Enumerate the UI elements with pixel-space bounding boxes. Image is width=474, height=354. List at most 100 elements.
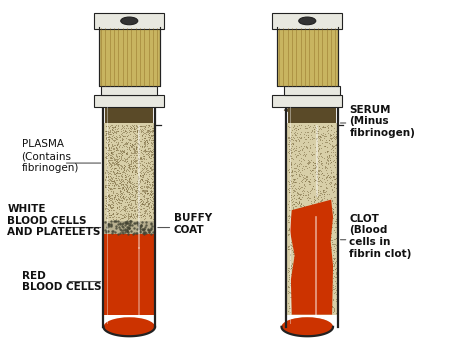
Point — [303, 160, 310, 166]
Point — [310, 165, 318, 171]
Point — [105, 145, 113, 151]
Point — [329, 282, 337, 287]
Point — [133, 157, 141, 162]
Point — [103, 206, 111, 212]
Point — [143, 230, 150, 236]
Point — [122, 188, 130, 194]
Point — [298, 273, 305, 279]
Point — [143, 210, 151, 215]
Point — [311, 273, 319, 279]
Point — [327, 141, 334, 147]
Point — [107, 149, 115, 155]
Point — [324, 295, 331, 301]
Point — [313, 304, 321, 310]
Point — [140, 210, 148, 216]
Point — [293, 244, 301, 249]
Point — [322, 181, 329, 187]
Point — [314, 170, 322, 176]
Point — [295, 199, 303, 205]
Point — [145, 132, 153, 138]
Point — [126, 175, 133, 181]
Point — [134, 141, 142, 147]
Point — [119, 169, 127, 175]
Point — [288, 281, 295, 286]
Point — [107, 163, 115, 169]
Point — [134, 206, 142, 212]
Point — [122, 168, 130, 173]
Point — [135, 184, 142, 189]
Point — [315, 217, 322, 222]
Point — [299, 266, 306, 272]
Point — [331, 278, 338, 284]
Point — [304, 241, 311, 246]
Point — [293, 236, 301, 242]
Point — [113, 146, 120, 152]
Point — [298, 167, 306, 173]
Point — [300, 209, 307, 215]
Point — [128, 182, 136, 187]
Point — [129, 184, 137, 190]
Point — [290, 178, 297, 184]
Point — [109, 178, 117, 184]
Point — [132, 169, 139, 175]
Point — [102, 155, 110, 161]
Point — [299, 239, 307, 244]
Point — [127, 163, 134, 169]
Point — [140, 188, 148, 193]
Point — [303, 176, 310, 182]
Point — [118, 199, 126, 204]
Point — [304, 307, 311, 313]
Ellipse shape — [121, 17, 138, 25]
Point — [147, 175, 155, 181]
Point — [293, 244, 301, 249]
Point — [128, 188, 135, 193]
Point — [105, 157, 112, 162]
Point — [287, 141, 295, 147]
Point — [127, 153, 134, 158]
Point — [116, 221, 124, 227]
Point — [293, 175, 301, 181]
Point — [146, 213, 154, 218]
Point — [146, 169, 154, 174]
Point — [326, 259, 333, 265]
Point — [136, 172, 144, 177]
Point — [146, 191, 154, 196]
Point — [324, 126, 332, 131]
Point — [284, 288, 292, 293]
Point — [145, 134, 153, 139]
Point — [114, 185, 122, 191]
Point — [108, 178, 116, 184]
Point — [328, 221, 336, 226]
Point — [130, 126, 137, 132]
Point — [327, 179, 334, 185]
Point — [135, 225, 143, 231]
Point — [330, 273, 337, 279]
Point — [292, 196, 299, 202]
Point — [297, 219, 304, 225]
Point — [116, 185, 123, 191]
Point — [323, 295, 330, 300]
Point — [116, 150, 124, 155]
Point — [108, 126, 116, 132]
Point — [290, 188, 297, 193]
Point — [109, 201, 117, 206]
Point — [108, 181, 115, 186]
Point — [295, 310, 302, 315]
Point — [108, 151, 116, 156]
Point — [318, 307, 326, 313]
Point — [101, 206, 109, 211]
Point — [109, 145, 117, 151]
Point — [147, 149, 155, 154]
Point — [293, 271, 301, 277]
Point — [304, 197, 312, 202]
Point — [299, 252, 306, 258]
Point — [324, 139, 331, 145]
Point — [304, 160, 312, 166]
Point — [303, 203, 310, 209]
Point — [306, 270, 313, 276]
Point — [122, 175, 130, 180]
Point — [292, 129, 299, 135]
Point — [144, 188, 151, 194]
Point — [115, 198, 123, 203]
Point — [287, 150, 294, 155]
